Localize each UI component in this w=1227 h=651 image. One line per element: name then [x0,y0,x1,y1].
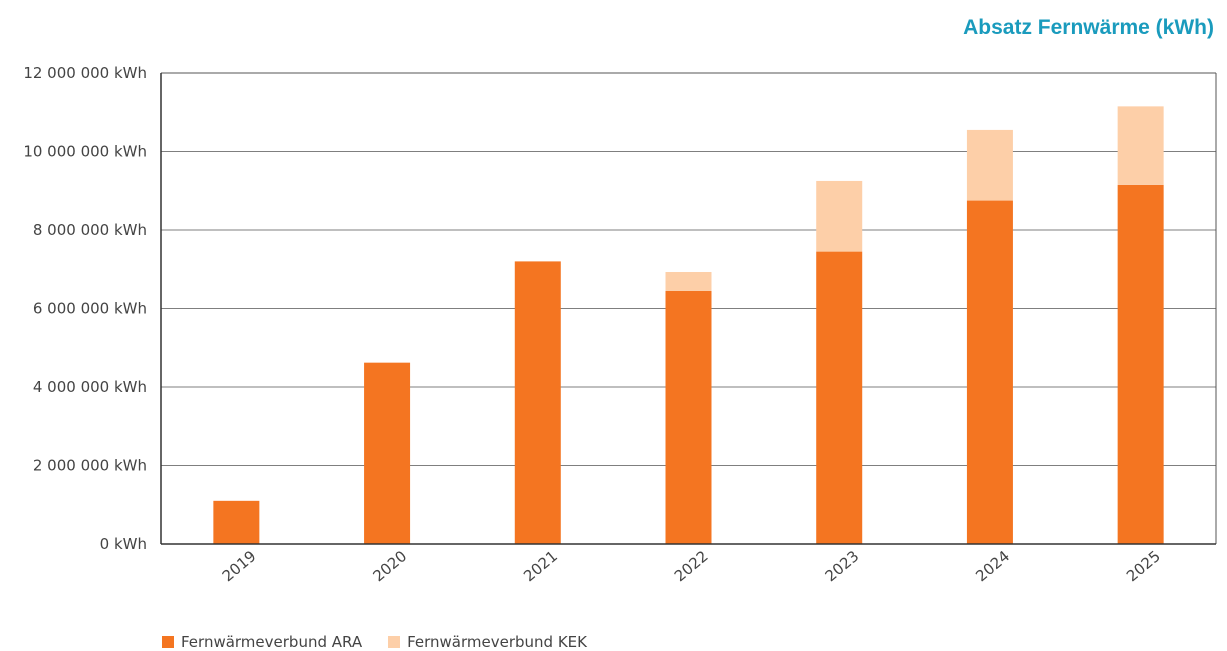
legend-label-ara: Fernwärmeverbund ARA [181,633,363,651]
chart-title: Absatz Fernwärme (kWh) [963,16,1214,39]
y-tick-label: 4 000 000 kWh [33,378,147,396]
bar-kek-2022 [665,271,712,291]
y-tick-label: 2 000 000 kWh [33,457,147,475]
x-tick-label: 2021 [520,547,561,585]
bar-ara-2023 [816,251,863,544]
legend: Fernwärmeverbund ARA Fernwärmeverbund KE… [162,633,587,651]
legend-swatch-ara [162,636,174,648]
chart-plot: 0 kWh 2 000 000 kWh 4 000 000 kWh 6 000 000… [23,64,1217,585]
x-tick-label: 2019 [219,547,260,585]
bar-ara-2019 [213,500,260,544]
legend-label-kek: Fernwärmeverbund KEK [407,633,587,651]
legend-item-kek: Fernwärmeverbund KEK [388,633,587,651]
x-tick-label: 2023 [822,547,863,585]
legend-swatch-kek [388,636,401,648]
x-tick-label: 2024 [972,547,1013,585]
x-tick-label: 2020 [369,547,410,585]
x-tick-label: 2022 [671,547,712,585]
bar-kek-2025 [1117,106,1164,185]
y-tick-label: 6 000 000 kWh [33,300,147,318]
bar-ara-2025 [1117,184,1164,545]
bar-kek-2023 [816,180,863,252]
legend-item-ara: Fernwärmeverbund ARA [162,633,362,651]
bar-kek-2024 [966,129,1013,201]
bar-ara-2022 [665,290,712,544]
y-tick-label: 10 000 000 kWh [23,143,147,161]
bar-ara-2024 [966,200,1013,544]
bar-ara-2021 [514,261,561,544]
y-tick-label: 8 000 000 kWh [33,221,147,239]
y-tick-label: 12 000 000 kWh [23,64,147,82]
bar-ara-2020 [364,362,411,544]
y-tick-label: 0 kWh [100,535,147,553]
x-tick-label: 2025 [1123,547,1164,585]
